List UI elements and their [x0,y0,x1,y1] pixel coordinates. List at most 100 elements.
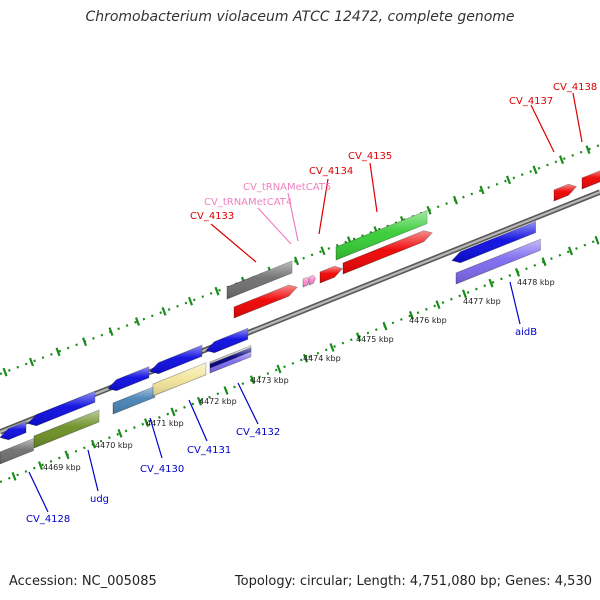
genome-backbone [0,189,600,435]
callout-cv4130 [149,417,163,459]
scale-label: 4469 kbp [43,463,81,472]
lower-major-tick [276,364,282,374]
gene-label-trna5[interactable]: CV_tRNAMetCAT5 [243,182,331,193]
gene-cv4128-partial[interactable] [0,421,27,441]
lower-major-ticks [11,235,600,481]
lower-major-tick [196,396,203,406]
lower-major-tick [541,257,547,267]
gene-label-aidb[interactable]: aidB [515,327,537,338]
gene-udg[interactable] [33,409,100,449]
gene-label-cv4131[interactable]: CV_4131 [187,445,231,456]
gene-cv4138[interactable] [581,169,600,190]
upper-major-tick [505,175,512,185]
lower-major-tick [408,310,415,320]
upper-major-tick [55,347,61,357]
lower-major-tick [488,278,494,288]
gene-cv4132-slate[interactable] [209,351,252,374]
callout-cv4132 [237,382,259,425]
upper-major-tick [108,327,114,337]
gene-cv4133[interactable] [233,284,298,319]
scale-label: 4472 kbp [199,397,237,406]
gene-cv4132-blue[interactable] [205,327,249,354]
callout-cv4135 [369,162,378,213]
scale-label: 4478 kbp [517,278,555,287]
upper-major-tick [293,256,300,266]
callout-cv4138 [572,92,583,143]
lower-major-tick [435,300,441,309]
gene-aidb-blue[interactable] [451,221,536,264]
lower-tick-track [0,237,600,484]
lower-major-tick [90,439,97,449]
lower-major-tick [37,461,44,470]
callout-trna5 [287,192,299,242]
genes-layer [0,169,600,465]
scale-labels: 4469 kbp 4470 kbp 4471 kbp 4472 kbp 4473… [43,278,555,472]
callout-lines [28,92,583,513]
upper-major-tick [452,195,459,205]
lower-major-tick [567,246,574,256]
topology-text: Topology: circular; Length: 4,751,080 bp… [234,574,592,589]
gene-cv4130-blue[interactable] [107,366,150,392]
accession-text: Accession: NC_005085 [9,574,157,589]
diagram-title: Chromobacterium violaceum ATCC 12472, co… [85,9,515,25]
upper-major-tick [585,145,591,154]
callout-trna4 [257,207,292,245]
gene-udg-blue[interactable] [27,390,96,427]
callout-cv4131 [188,399,208,442]
upper-major-tick [187,296,194,306]
gene-label-cv4132[interactable]: CV_4132 [236,427,280,438]
gene-trna4[interactable] [302,276,310,288]
gene-aidb[interactable] [455,238,541,285]
lower-major-tick [249,375,256,385]
upper-major-tick [2,367,8,377]
upper-major-tick [134,317,141,326]
scale-label: 4476 kbp [409,316,447,325]
gene-cv4134[interactable] [319,265,344,284]
upper-major-tick [532,165,538,175]
gene-label-udg[interactable]: udg [90,494,109,505]
lower-major-tick [64,450,70,460]
gene-label-cv4137[interactable]: CV_4137 [509,96,553,107]
gene-cv4131-blue[interactable] [149,344,203,375]
gene-cv4128[interactable] [0,438,34,465]
lower-major-tick [514,268,521,277]
gene-cv4135[interactable] [342,230,433,275]
upper-major-tick [214,286,220,296]
callout-cv4128 [28,471,49,513]
lower-major-tick [302,353,309,363]
lower-major-tick [329,343,335,352]
gene-cv4133-gray[interactable] [226,260,293,300]
gene-cv4135-green[interactable] [335,210,428,261]
lower-major-tick [461,289,468,299]
scale-label: 4470 kbp [95,441,133,450]
gene-label-trna4[interactable]: CV_tRNAMetCAT4 [204,197,292,208]
upper-major-tick [479,185,485,195]
gene-label-cv4133[interactable]: CV_4133 [190,211,234,222]
lower-major-tick [11,471,17,481]
scale-label: 4474 kbp [303,354,341,363]
gene-label-cv4134[interactable]: CV_4134 [309,166,353,177]
gene-trna5[interactable] [308,274,316,286]
gene-cv4137[interactable] [553,183,578,202]
gene-label-cv4135[interactable]: CV_4135 [348,151,392,162]
gene-label-cv4138[interactable]: CV_4138 [553,82,597,93]
callout-cv4133 [210,223,257,263]
gene-labels: CV_4128 udg CV_4130 CV_4131 CV_4132 aidB… [26,82,597,525]
gene-cv4130[interactable] [112,385,156,415]
scale-label: 4475 kbp [356,335,394,344]
lower-major-tick [355,332,362,342]
scale-label: 4471 kbp [146,419,184,428]
gene-cv4131[interactable] [152,362,207,397]
lower-major-tick [143,418,150,428]
gene-label-cv4130[interactable]: CV_4130 [140,464,184,475]
lower-major-tick [223,386,229,395]
upper-major-tick [558,155,565,165]
upper-major-tick [161,307,167,316]
upper-major-tick [81,337,88,347]
callout-aidb [509,281,521,325]
gene-label-cv4128[interactable]: CV_4128 [26,514,70,525]
lower-major-tick [382,321,388,331]
callout-udg [87,449,99,492]
upper-major-tick [426,205,432,215]
